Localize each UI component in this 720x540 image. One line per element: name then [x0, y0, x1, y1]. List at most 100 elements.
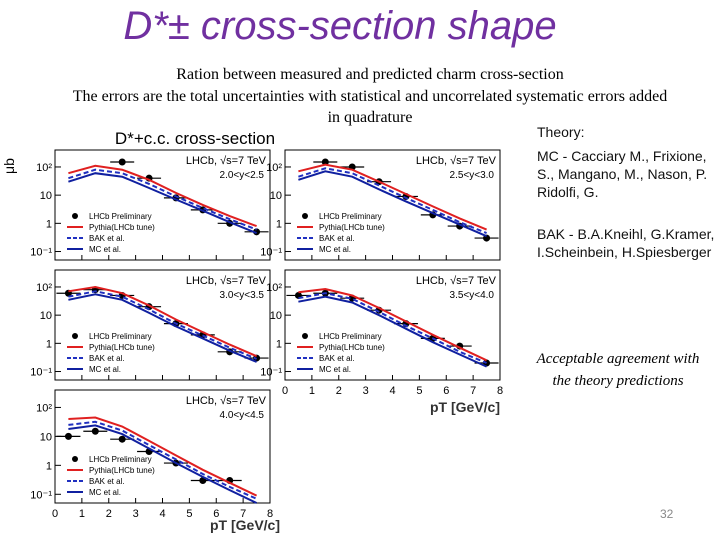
panel-frame — [284, 149, 501, 261]
x-tick-label: 7 — [470, 385, 476, 397]
y-tick-label: 10² — [266, 162, 282, 174]
data-point — [321, 158, 329, 166]
x-tick-label: 1 — [79, 508, 85, 520]
theory-curve — [68, 285, 257, 358]
legend-marker — [302, 213, 308, 219]
legend-label: MC et al. — [89, 365, 121, 374]
data-point — [253, 228, 261, 236]
theory-curve — [68, 164, 257, 228]
panel-range: 3.5<y<4.0 — [450, 290, 495, 301]
y-tick-label: 1 — [276, 218, 282, 230]
y-tick-label: 10 — [270, 310, 282, 322]
legend-label: LHCb Preliminary — [89, 212, 152, 221]
y-axis-label: μb — [1, 158, 17, 174]
legend-label: Pythia(LHCb tune) — [89, 343, 155, 352]
figure: D*+c.c. cross-section μb pT [GeV/c] pT [… — [0, 128, 520, 540]
legend-marker — [72, 333, 78, 339]
panel-experiment: LHCb, √s=7 TeV — [416, 155, 497, 167]
legend-label: BAK et al. — [89, 234, 125, 243]
figure-title: D*+c.c. cross-section — [115, 129, 275, 148]
subtitle: in quadrature — [327, 109, 413, 126]
y-tick-label: 10² — [36, 282, 52, 294]
panel-experiment: LHCb, √s=7 TeV — [416, 275, 497, 287]
legend-label: Pythia(LHCb tune) — [319, 343, 385, 352]
theory-curve — [298, 170, 487, 238]
theory-curve — [68, 420, 258, 500]
x-tick-label: 7 — [240, 508, 246, 520]
legend-label: MC et al. — [319, 365, 351, 374]
y-tick-label: 10⁻¹ — [260, 367, 282, 379]
legend-label: Pythia(LHCb tune) — [319, 223, 385, 232]
theory-curve — [68, 168, 257, 231]
data-point — [118, 158, 126, 166]
theory-curve — [68, 293, 257, 363]
y-tick-label: 10 — [40, 310, 52, 322]
x-tick-label: 0 — [282, 385, 288, 397]
subtitle: Ration between measured and predicted ch… — [176, 66, 564, 83]
x-tick-label: 6 — [443, 385, 449, 397]
conclusion: Acceptable agreement with the theory pre… — [536, 351, 700, 389]
y-tick-label: 10⁻¹ — [260, 247, 282, 259]
legend-label: Pythia(LHCb tune) — [89, 223, 155, 232]
legend-label: MC et al. — [89, 245, 121, 254]
y-tick-label: 1 — [46, 460, 52, 472]
theory-curve — [68, 172, 257, 235]
legend-label: MC et al. — [89, 488, 121, 497]
legend-marker — [302, 333, 308, 339]
panel-frame — [284, 269, 501, 381]
legend-marker — [72, 456, 78, 462]
y-tick-label: 10⁻¹ — [30, 367, 52, 379]
x-axis-label: pT [GeV/c] — [430, 399, 500, 415]
y-tick-label: 1 — [276, 338, 282, 350]
x-tick-label: 2 — [106, 508, 112, 520]
theory-curve — [298, 163, 487, 231]
y-tick-label: 10 — [40, 431, 52, 443]
panel-frame — [54, 149, 271, 261]
panel-experiment: LHCb, √s=7 TeV — [186, 275, 267, 287]
theory-curve — [68, 424, 258, 504]
x-tick-label: 3 — [363, 385, 369, 397]
panel-experiment: LHCb, √s=7 TeV — [186, 395, 267, 407]
x-tick-label: 0 — [52, 508, 58, 520]
theory-curve — [298, 167, 487, 235]
legend-label: BAK et al. — [319, 234, 355, 243]
subtitle: The errors are the total uncertainties w… — [72, 88, 668, 105]
legend-label: BAK et al. — [319, 354, 355, 363]
page-number: 32 — [660, 507, 674, 521]
data-point — [91, 427, 99, 435]
panel-range: 3.0<y<3.5 — [220, 290, 265, 301]
legend-label: BAK et al. — [89, 354, 125, 363]
panel-range: 2.0<y<2.5 — [220, 170, 265, 181]
legend-marker — [72, 213, 78, 219]
y-tick-label: 10⁻¹ — [30, 247, 52, 259]
panel-range: 2.5<y<3.0 — [450, 170, 495, 181]
legend-label: LHCb Preliminary — [89, 332, 152, 341]
theory-curve — [68, 416, 258, 497]
x-tick-label: 6 — [213, 508, 219, 520]
legend-label: BAK et al. — [89, 477, 125, 486]
theory-curve — [298, 292, 487, 364]
y-tick-label: 10² — [266, 282, 282, 294]
x-tick-label: 1 — [309, 385, 315, 397]
data-point — [118, 435, 126, 443]
x-tick-label: 8 — [497, 385, 503, 397]
panel-range: 4.0<y<4.5 — [220, 410, 265, 421]
y-tick-label: 10² — [36, 402, 52, 414]
theory-curve — [68, 290, 257, 360]
theory-curve — [298, 287, 488, 362]
x-axis-label: pT [GeV/c] — [210, 517, 280, 533]
x-tick-label: 4 — [389, 385, 395, 397]
theory-notes: Theory: MC - Cacciary M., Frixione, S., … — [537, 123, 717, 273]
theory-curve — [298, 295, 488, 368]
x-tick-label: 5 — [416, 385, 422, 397]
data-point — [64, 432, 72, 440]
legend-label: LHCb Preliminary — [319, 212, 382, 221]
y-tick-label: 1 — [46, 338, 52, 350]
panel-experiment: LHCb, √s=7 TeV — [186, 155, 267, 167]
legend-label: LHCb Preliminary — [319, 332, 382, 341]
theory-mc: MC - Cacciary M., Frixione, S., Mangano,… — [537, 148, 708, 200]
slide-title: D*± cross-section shape — [123, 4, 557, 48]
theory-heading: Theory: — [537, 124, 585, 140]
y-tick-label: 10 — [270, 190, 282, 202]
